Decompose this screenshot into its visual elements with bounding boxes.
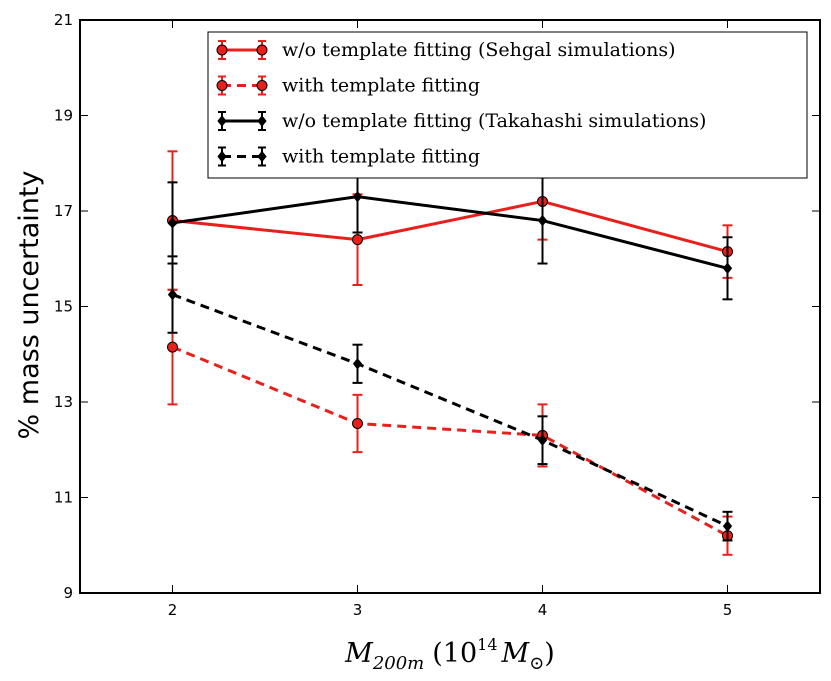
data-point [722, 262, 733, 275]
legend-label: w/o template fitting (Sehgal simulations… [282, 39, 676, 61]
legend-entry-1: w/o template fitting (Sehgal simulations… [216, 39, 676, 61]
legend-entry-3: w/o template fitting (Takahashi simulati… [217, 110, 706, 132]
x-tick-label: 2 [168, 601, 178, 619]
legend-entry-2: with template fitting [216, 75, 480, 97]
series-line [172, 199, 728, 254]
legend-box [207, 31, 808, 179]
y-tick-label: 9 [63, 584, 73, 602]
x-label-open-paren: ( [432, 638, 443, 669]
axis-ticks: 2 3 4 5 9 11 13 15 17 19 21 [54, 11, 820, 619]
legend-marker [217, 115, 227, 127]
y-tick-label: 15 [54, 298, 73, 316]
legend-marker [256, 80, 268, 91]
data-point [167, 341, 178, 353]
data-point [722, 520, 733, 532]
x-label-exponent: 14 [477, 635, 497, 654]
data-point [352, 234, 363, 246]
legend-label: with template fitting [282, 75, 480, 97]
legend-label: w/o template fitting (Takahashi simulati… [282, 110, 706, 132]
series-line [172, 195, 728, 270]
legend-marker [257, 115, 267, 127]
data-point [537, 214, 548, 227]
series-3 [167, 159, 733, 301]
legend-entry-4: with template fitting [217, 146, 480, 168]
x-axis-label: M200m (1014 M⊙) [344, 635, 555, 674]
legend-marker [217, 150, 227, 163]
y-tick-label: 17 [54, 202, 73, 220]
x-tick-label: 5 [723, 601, 733, 619]
legend-label: with template fitting [282, 146, 480, 168]
legend-marker [256, 44, 268, 56]
series-line [171, 293, 729, 528]
x-tick-label: 4 [538, 601, 548, 619]
data-point [352, 190, 363, 203]
x-label-subscript: 200m [372, 653, 424, 674]
data-point [537, 434, 548, 447]
x-tick-label: 3 [353, 601, 363, 619]
y-tick-label: 11 [54, 489, 73, 507]
series-line [171, 345, 729, 538]
y-tick-label: 13 [54, 393, 73, 411]
legend-marker [257, 150, 267, 163]
x-label-symbol: M [344, 638, 374, 669]
data-point [352, 357, 363, 370]
x-label-unit-symbol: M [501, 638, 531, 669]
y-tick-label: 21 [54, 11, 73, 29]
series-2 [167, 288, 733, 556]
legend-marker [216, 44, 228, 56]
data-point [167, 288, 178, 301]
x-label-unit-subscript: ⊙ [529, 653, 544, 674]
x-label-close-paren: ) [544, 638, 555, 669]
x-label-base: 10 [443, 638, 477, 669]
series-4 [167, 255, 733, 542]
y-axis-label: % mass uncertainty [14, 171, 45, 440]
legend-marker [216, 80, 228, 91]
series-group [167, 150, 733, 556]
data-point [352, 417, 363, 429]
legend: w/o template fitting (Sehgal simulations… [207, 31, 808, 179]
data-point [167, 217, 178, 229]
y-tick-label: 19 [54, 107, 73, 125]
